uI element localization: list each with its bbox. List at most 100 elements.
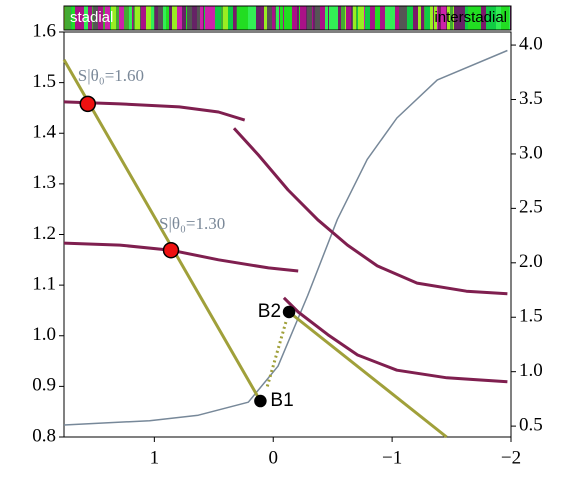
strip-stripe bbox=[365, 6, 370, 30]
y-tick-label: 0.9 bbox=[32, 375, 56, 396]
line bbox=[282, 296, 508, 384]
y2-tick-label: 3.0 bbox=[519, 142, 543, 163]
strip-stripe bbox=[200, 6, 203, 30]
strip-stripe bbox=[345, 6, 346, 30]
y-tick-label: 1.0 bbox=[32, 324, 56, 345]
strip-stripe bbox=[390, 6, 395, 30]
x-tick-label: −1 bbox=[382, 447, 402, 468]
y2-tick-label: 2.5 bbox=[519, 197, 543, 218]
strip-stripe bbox=[433, 6, 434, 30]
point-label: S|θ₀=1.60 bbox=[78, 66, 144, 85]
y-tick-label: 1.4 bbox=[32, 122, 56, 143]
line bbox=[63, 100, 246, 122]
y-tick-label: 1.3 bbox=[32, 172, 56, 193]
strip-stripe bbox=[358, 6, 364, 30]
strip-stripe bbox=[450, 6, 453, 30]
strip-stripe bbox=[192, 6, 193, 30]
strip-stripe bbox=[103, 6, 104, 30]
strip-stripe bbox=[292, 6, 297, 30]
point-label: B1 bbox=[270, 390, 293, 411]
strip-stripe bbox=[146, 6, 151, 30]
strip-stripe bbox=[501, 6, 506, 30]
strip-stripe bbox=[356, 6, 357, 30]
point bbox=[282, 305, 296, 319]
strip-stripe bbox=[297, 6, 298, 30]
point bbox=[162, 241, 180, 259]
strip-stripe bbox=[116, 6, 119, 30]
strip-stripe bbox=[476, 6, 481, 30]
strip-stripe bbox=[124, 6, 129, 30]
band-label: interstadial bbox=[434, 9, 507, 26]
strip-stripe bbox=[204, 6, 205, 30]
strip-stripe bbox=[306, 6, 307, 30]
strip-stripe bbox=[267, 6, 272, 30]
strip-stripe bbox=[279, 6, 280, 30]
line bbox=[232, 127, 508, 296]
strip-stripe bbox=[380, 6, 385, 30]
strip-stripe bbox=[155, 6, 158, 30]
strip-stripe bbox=[424, 6, 425, 30]
strip-stripe bbox=[425, 6, 430, 30]
strip-stripe bbox=[481, 6, 486, 30]
y2-tick-label: 1.0 bbox=[519, 360, 543, 381]
strip-stripe bbox=[220, 6, 221, 30]
line bbox=[62, 59, 262, 402]
strip-stripe bbox=[299, 6, 300, 30]
strip-stripe bbox=[434, 6, 437, 30]
strip-stripe bbox=[129, 6, 132, 30]
strip-stripe bbox=[395, 6, 398, 30]
strip-stripe bbox=[364, 6, 365, 30]
strip-stripe bbox=[375, 6, 380, 30]
strip-stripe bbox=[71, 6, 72, 30]
strip-stripe bbox=[253, 6, 256, 30]
strip-stripe bbox=[280, 6, 283, 30]
strip-stripe bbox=[314, 6, 315, 30]
strip-stripe bbox=[486, 6, 491, 30]
strip-stripe bbox=[312, 6, 313, 30]
strip-stripe bbox=[132, 6, 133, 30]
color-strip bbox=[64, 6, 511, 30]
strip-stripe bbox=[315, 6, 320, 30]
strip-stripe bbox=[457, 6, 462, 30]
y2-tick-label: 2.0 bbox=[519, 251, 543, 272]
strip-stripe bbox=[223, 6, 228, 30]
point bbox=[254, 394, 267, 408]
strip-stripe bbox=[325, 6, 328, 30]
strip-stripe bbox=[352, 6, 353, 30]
strip-stripe bbox=[169, 6, 172, 30]
strip-stripe bbox=[98, 6, 103, 30]
strip-stripe bbox=[193, 6, 196, 30]
strip-stripe bbox=[88, 6, 91, 30]
strip-stripe bbox=[228, 6, 233, 30]
strip-stripe bbox=[473, 6, 476, 30]
strip-stripe bbox=[404, 6, 407, 30]
strip-stripe bbox=[81, 6, 84, 30]
strip-stripe bbox=[110, 6, 111, 30]
strip-stripe bbox=[261, 6, 264, 30]
strip-stripe bbox=[75, 6, 78, 30]
strip-stripe bbox=[92, 6, 93, 30]
strip-stripe bbox=[264, 6, 267, 30]
strip-stripe bbox=[357, 6, 358, 30]
strip-stripe bbox=[141, 6, 146, 30]
strip-stripe bbox=[353, 6, 356, 30]
strip-stripe bbox=[328, 6, 329, 30]
strip-stripe bbox=[275, 6, 276, 30]
strip-stripe bbox=[119, 6, 124, 30]
strip-stripe bbox=[245, 6, 248, 30]
strip-stripe bbox=[85, 6, 88, 30]
strip-stripe bbox=[151, 6, 154, 30]
strip-stripe bbox=[221, 6, 222, 30]
strip-stripe bbox=[134, 6, 135, 30]
y2-tick-label: 0.5 bbox=[519, 414, 543, 435]
strip-stripe bbox=[135, 6, 140, 30]
strip-stripe bbox=[237, 6, 242, 30]
strip-stripe bbox=[332, 6, 333, 30]
strip-stripe bbox=[300, 6, 306, 30]
strip-stripe bbox=[72, 6, 75, 30]
band-label: stadial bbox=[70, 9, 113, 26]
strip-stripe bbox=[430, 6, 433, 30]
strip-stripe bbox=[203, 6, 204, 30]
y2-tick-label: 3.5 bbox=[519, 88, 543, 109]
